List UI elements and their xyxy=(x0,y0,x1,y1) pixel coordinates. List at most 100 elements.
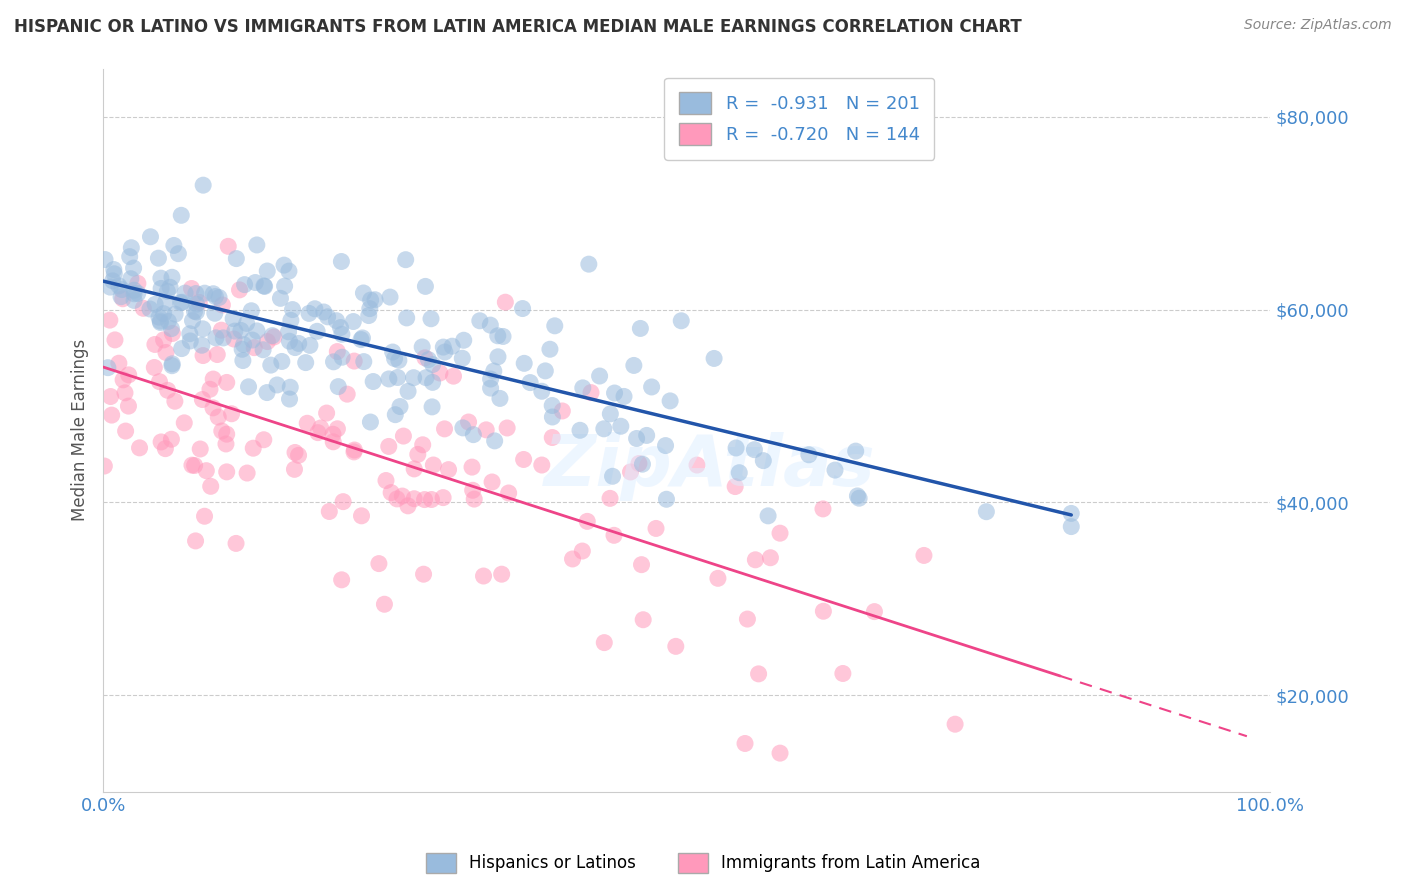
Point xyxy=(404,491,426,506)
Point xyxy=(101,274,124,288)
Point xyxy=(152,307,174,321)
Point xyxy=(253,279,276,293)
Point xyxy=(654,439,676,453)
Point xyxy=(122,286,145,301)
Point xyxy=(98,280,121,294)
Point xyxy=(120,271,142,285)
Point xyxy=(422,358,444,372)
Point xyxy=(396,384,419,399)
Point xyxy=(200,479,222,493)
Point xyxy=(149,271,172,285)
Point xyxy=(231,343,253,357)
Point xyxy=(222,332,245,346)
Point xyxy=(229,323,252,337)
Point xyxy=(253,433,276,447)
Point xyxy=(212,331,235,345)
Point xyxy=(797,448,820,462)
Point xyxy=(167,246,190,260)
Point xyxy=(756,508,779,523)
Point xyxy=(422,458,444,472)
Point xyxy=(433,345,456,359)
Point xyxy=(544,318,567,333)
Point xyxy=(169,295,191,310)
Point xyxy=(298,338,321,352)
Point xyxy=(184,533,207,548)
Point xyxy=(111,283,134,297)
Point xyxy=(364,293,387,307)
Point xyxy=(748,666,770,681)
Point xyxy=(170,295,193,310)
Point xyxy=(215,437,238,451)
Point xyxy=(576,514,599,528)
Point xyxy=(342,314,364,328)
Point xyxy=(273,258,295,272)
Point xyxy=(494,295,516,310)
Point xyxy=(256,385,278,400)
Point xyxy=(463,492,485,507)
Point xyxy=(108,356,131,370)
Point xyxy=(297,417,319,431)
Point xyxy=(112,373,135,387)
Point xyxy=(256,264,278,278)
Point xyxy=(489,392,512,406)
Point xyxy=(322,427,344,442)
Point xyxy=(665,640,688,654)
Point xyxy=(179,326,201,341)
Point xyxy=(486,328,509,343)
Point xyxy=(118,250,141,264)
Point xyxy=(413,351,436,365)
Point xyxy=(246,324,269,338)
Point xyxy=(108,278,131,293)
Point xyxy=(217,239,239,253)
Point xyxy=(278,392,301,406)
Point xyxy=(278,380,301,394)
Point xyxy=(191,322,214,336)
Point xyxy=(155,345,177,359)
Point xyxy=(413,492,436,507)
Point xyxy=(215,465,238,479)
Point xyxy=(191,349,214,363)
Point xyxy=(246,238,269,252)
Text: ZipAtlas: ZipAtlas xyxy=(544,432,876,500)
Point xyxy=(636,428,658,442)
Point xyxy=(163,394,186,409)
Point xyxy=(360,293,382,307)
Point xyxy=(359,415,381,429)
Point xyxy=(207,410,229,425)
Point xyxy=(139,301,162,316)
Point xyxy=(395,310,418,325)
Point xyxy=(215,376,238,390)
Point xyxy=(143,360,166,375)
Point xyxy=(330,254,353,268)
Point xyxy=(541,409,564,424)
Point xyxy=(602,469,624,483)
Point xyxy=(277,264,299,278)
Point xyxy=(159,280,181,294)
Point xyxy=(330,327,353,342)
Point xyxy=(353,354,375,368)
Point xyxy=(457,415,479,429)
Point xyxy=(143,297,166,311)
Point xyxy=(619,465,641,479)
Point xyxy=(406,447,429,461)
Point xyxy=(122,293,145,308)
Point xyxy=(461,460,484,475)
Point xyxy=(433,422,456,436)
Point xyxy=(752,453,775,467)
Point xyxy=(976,505,998,519)
Point xyxy=(207,347,229,361)
Point xyxy=(361,375,384,389)
Point xyxy=(242,441,264,455)
Point xyxy=(513,356,536,370)
Point xyxy=(813,604,835,618)
Point xyxy=(538,343,561,357)
Point xyxy=(451,351,474,366)
Point xyxy=(204,289,226,303)
Point xyxy=(209,323,232,337)
Point xyxy=(343,443,366,458)
Point xyxy=(277,325,299,339)
Point xyxy=(422,376,444,390)
Point xyxy=(240,333,263,347)
Point xyxy=(269,291,291,305)
Point xyxy=(270,354,292,368)
